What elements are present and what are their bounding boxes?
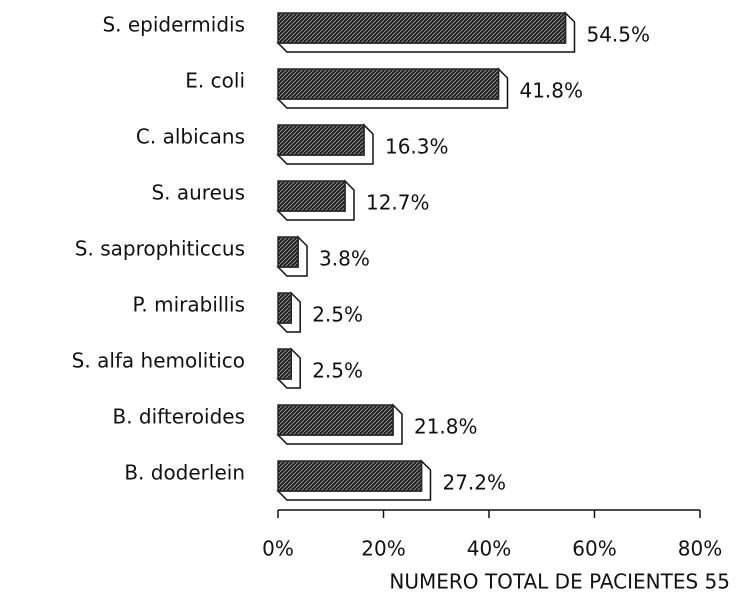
value-label: 21.8%	[414, 415, 478, 439]
y-tick-label: S. alfa hemolitico	[72, 349, 245, 373]
y-tick-label: B. doderlein	[124, 461, 245, 485]
value-label: 41.8%	[519, 79, 583, 103]
bar	[277, 404, 394, 436]
y-tick-label: B. difteroides	[112, 405, 245, 429]
value-label: 2.5%	[312, 303, 363, 327]
value-label: 16.3%	[385, 135, 449, 159]
bar	[277, 292, 292, 324]
value-label: 2.5%	[312, 359, 363, 383]
x-tick-label: 80%	[678, 537, 722, 561]
y-tick-label: S. aureus	[151, 181, 245, 205]
y-tick-label: S. epidermidis	[102, 13, 245, 37]
bar	[277, 180, 346, 212]
y-tick-label: C. albicans	[136, 125, 245, 149]
value-label: 54.5%	[586, 23, 650, 47]
x-tick-label: 60%	[572, 537, 616, 561]
bar	[277, 236, 299, 268]
value-label: 27.2%	[442, 471, 506, 495]
bar	[277, 348, 292, 380]
y-tick-label: S. saprophiticcus	[75, 237, 245, 261]
y-tick-label: E. coli	[185, 69, 245, 93]
value-label: 3.8%	[319, 247, 370, 271]
x-axis-label: NUMERO TOTAL DE PACIENTES 55	[389, 570, 730, 594]
x-tick-label: 40%	[467, 537, 511, 561]
bar	[277, 68, 500, 100]
x-tick-label: 0%	[262, 537, 294, 561]
value-label: 12.7%	[366, 191, 430, 215]
x-tick-label: 20%	[361, 537, 405, 561]
bar	[277, 124, 365, 156]
bar	[277, 12, 567, 44]
y-tick-label: P. mirabillis	[132, 293, 245, 317]
bar	[277, 460, 423, 492]
